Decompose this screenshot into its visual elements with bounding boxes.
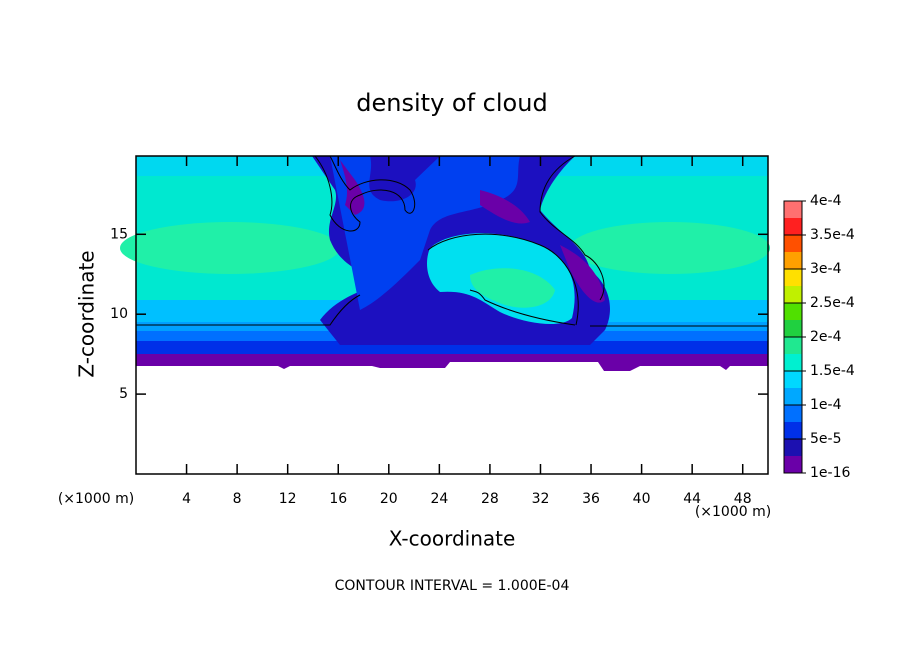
colorbar-swatch: [784, 201, 802, 218]
colorbar-label: 4e-4: [810, 193, 842, 209]
contour-field: [120, 155, 770, 371]
colorbar-swatch: [784, 405, 802, 422]
x-tick-label: 44: [683, 491, 701, 507]
colorbar-label: 5e-5: [810, 431, 841, 447]
plot-frame: [135, 155, 769, 475]
colorbar-swatch: [784, 320, 802, 337]
colorbar-swatch: [784, 286, 802, 303]
x-tick-label: 32: [532, 491, 550, 507]
colorbar-swatch: [784, 235, 802, 252]
x-tick-label: 12: [279, 491, 297, 507]
colorbar-label: 1e-16: [810, 465, 850, 481]
x-axis-label: X-coordinate: [389, 527, 516, 551]
colorbar-label: 2e-4: [810, 329, 842, 345]
y-tick-label: 5: [119, 386, 128, 402]
colorbar-swatch: [784, 456, 802, 473]
colorbar-label: 1e-4: [810, 397, 842, 413]
colorbar-swatch: [784, 337, 802, 354]
colorbar-swatch: [784, 218, 802, 235]
chart-title: density of cloud: [356, 89, 547, 117]
colorbar-label: 1.5e-4: [810, 363, 855, 379]
colorbar-label: 3.5e-4: [810, 227, 855, 243]
footer: CONTOUR INTERVAL = 1.000E-04: [335, 578, 570, 594]
y-tick-label: 15: [110, 226, 128, 242]
colorbar-swatch: [784, 269, 802, 286]
x-unit-label: (×1000 m): [58, 491, 134, 507]
x-tick-label: 20: [380, 491, 398, 507]
x-tick-label: 16: [329, 491, 347, 507]
y-unit-label: (×1000 m): [695, 504, 771, 520]
colorbar-label: 3e-4: [810, 261, 842, 277]
colorbar-swatch: [784, 354, 802, 371]
y-axis-label: Z-coordinate: [75, 250, 99, 377]
colorbar-swatch: [784, 303, 802, 320]
x-tick-label: 40: [633, 491, 651, 507]
colorbar-swatch: [784, 388, 802, 405]
x-tick-label: 36: [582, 491, 600, 507]
colorbar-swatch: [784, 439, 802, 456]
colorbar-label: 2.5e-4: [810, 295, 855, 311]
colorbar-swatch: [784, 422, 802, 439]
x-tick-label: 4: [182, 491, 191, 507]
x-tick-label: 24: [430, 491, 448, 507]
y-tick-label: 10: [110, 306, 128, 322]
colorbar-swatch: [784, 371, 802, 388]
x-tick-label: 28: [481, 491, 499, 507]
colorbar-swatch: [784, 252, 802, 269]
x-tick-label: 8: [233, 491, 242, 507]
x-tick-label: 48: [734, 491, 752, 507]
